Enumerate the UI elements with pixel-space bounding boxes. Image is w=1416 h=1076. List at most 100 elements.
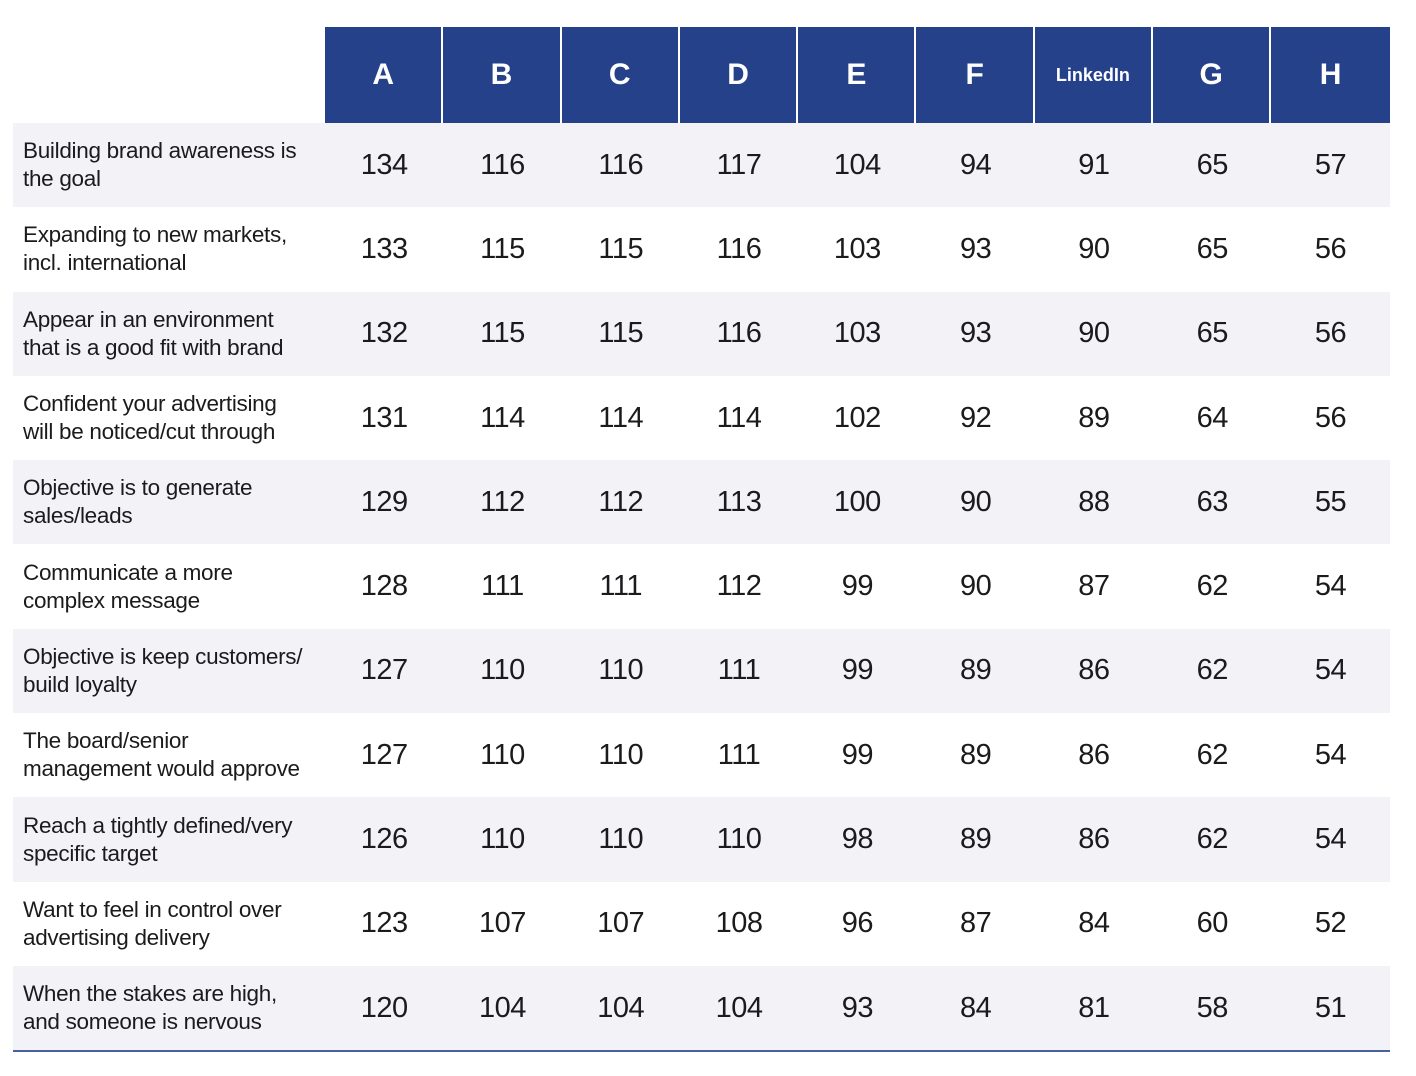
column-header-label: C — [608, 58, 631, 91]
table-cell: 128 — [325, 544, 444, 629]
table-cell-value: 54 — [1314, 570, 1347, 603]
table-cell-value: 84 — [1078, 907, 1110, 940]
table-cell-value: 56 — [1314, 401, 1347, 434]
table-cell: 57 — [1271, 123, 1390, 208]
table-cell: 110 — [443, 713, 562, 798]
table-cell: 89 — [916, 628, 1035, 714]
table-cell: 115 — [443, 291, 562, 376]
table-cell: 100 — [798, 460, 917, 545]
table-cell: 99 — [798, 713, 917, 798]
table-cell-value: 60 — [1196, 907, 1229, 940]
table-cell-value: 110 — [480, 654, 525, 687]
table-cell: 93 — [798, 965, 917, 1051]
table-cell-value: 64 — [1196, 401, 1229, 434]
table-cell: 129 — [325, 460, 444, 545]
row-label-cell: Reach a tightly defined/very specific ta… — [13, 797, 325, 882]
table-cell: 123 — [325, 881, 444, 966]
table-cell-value: 102 — [833, 401, 881, 434]
table-cell-value: 89 — [960, 654, 992, 687]
column-header-label: B — [490, 58, 513, 91]
table-cell: 114 — [443, 375, 562, 461]
column-header-linkedin: LinkedIn — [1034, 27, 1154, 123]
table-cell: 103 — [798, 291, 917, 376]
table-cell-value: 103 — [833, 317, 881, 350]
table-cell: 104 — [561, 965, 680, 1051]
table-cell: 111 — [679, 713, 799, 798]
table-cell-value: 99 — [841, 738, 874, 771]
table-cell: 112 — [443, 460, 562, 545]
table-cell-value: 62 — [1196, 570, 1229, 603]
row-label: Reach a tightly defined/very specific ta… — [23, 812, 293, 866]
table-cell: 102 — [798, 375, 917, 461]
table-cell-value: 110 — [480, 738, 525, 771]
table-cell: 110 — [561, 628, 680, 714]
table-cell: 110 — [443, 628, 562, 714]
table-cell: 86 — [1034, 713, 1154, 798]
table-cell: 103 — [798, 207, 917, 292]
table-cell-value: 104 — [833, 148, 881, 181]
table-cell: 90 — [916, 544, 1035, 629]
table-cell: 62 — [1153, 713, 1272, 798]
table-cell: 115 — [561, 207, 680, 292]
table-cell-value: 93 — [960, 232, 992, 265]
table-cell: 52 — [1271, 881, 1390, 966]
table-cell: 110 — [561, 797, 680, 882]
table-cell: 84 — [916, 965, 1035, 1051]
column-header-h: H — [1271, 27, 1390, 123]
table-cell-value: 96 — [841, 907, 874, 940]
row-label-cell: Objective is keep customers/ build loyal… — [13, 628, 325, 714]
table-cell-value: 115 — [480, 232, 525, 265]
table-cell-value: 114 — [480, 401, 525, 434]
table-cell-value: 126 — [360, 823, 408, 856]
row-label: Communicate a more complex message — [23, 559, 233, 613]
table-cell-value: 110 — [598, 823, 644, 856]
column-header-e: E — [798, 27, 917, 123]
column-header-f: F — [916, 27, 1035, 123]
table-cell: 88 — [1034, 460, 1154, 545]
table-cell: 54 — [1271, 797, 1390, 882]
table-cell-value: 112 — [598, 485, 644, 518]
row-label: Building brand awareness is the goal — [23, 138, 297, 192]
table-cell: 110 — [679, 797, 799, 882]
table-cell-value: 65 — [1196, 317, 1229, 350]
table-cell: 51 — [1271, 965, 1390, 1051]
table-cell: 62 — [1153, 628, 1272, 714]
row-label: Confident your advertising will be notic… — [23, 391, 277, 445]
table-cell: 65 — [1153, 207, 1272, 292]
table-cell: 56 — [1271, 207, 1390, 292]
table-cell-value: 127 — [360, 738, 408, 771]
table-cell: 114 — [679, 375, 799, 461]
table-cell-value: 132 — [360, 317, 408, 350]
table-cell: 54 — [1271, 544, 1390, 629]
table-cell-value: 112 — [716, 570, 762, 603]
table-cell-value: 111 — [599, 570, 643, 603]
table-cell: 90 — [1034, 207, 1154, 292]
table-cell: 64 — [1153, 375, 1272, 461]
table-cell: 133 — [325, 207, 444, 292]
table-cell-value: 54 — [1314, 738, 1347, 771]
table-cell: 104 — [679, 965, 799, 1051]
table-cell-value: 65 — [1196, 148, 1229, 181]
table-cell-value: 62 — [1196, 654, 1229, 687]
table-cell: 120 — [325, 965, 444, 1051]
table-cell-value: 127 — [360, 654, 408, 687]
table-cell-value: 51 — [1314, 991, 1347, 1024]
table-cell: 84 — [1034, 881, 1154, 966]
table-cell: 81 — [1034, 965, 1154, 1051]
row-label: Appear in an environment that is a good … — [23, 306, 284, 360]
media-index-table: A B C D E F LinkedIn G H Building brand … — [13, 27, 1390, 1053]
table-cell: 111 — [561, 544, 680, 629]
table-cell-value: 91 — [1078, 148, 1110, 181]
table-cell: 91 — [1034, 123, 1154, 208]
column-header-label: D — [727, 58, 749, 91]
table-cell-value: 62 — [1196, 823, 1229, 856]
table-cell: 99 — [798, 628, 917, 714]
table-cell: 116 — [561, 123, 680, 208]
table-cell-value: 52 — [1314, 907, 1347, 940]
table-cell: 115 — [443, 207, 562, 292]
table-cell-value: 114 — [598, 401, 644, 434]
table-cell: 116 — [443, 123, 562, 208]
row-label: When the stakes are high, and someone is… — [23, 981, 277, 1035]
table-cell-value: 108 — [715, 907, 763, 940]
column-header-b: B — [443, 27, 562, 123]
